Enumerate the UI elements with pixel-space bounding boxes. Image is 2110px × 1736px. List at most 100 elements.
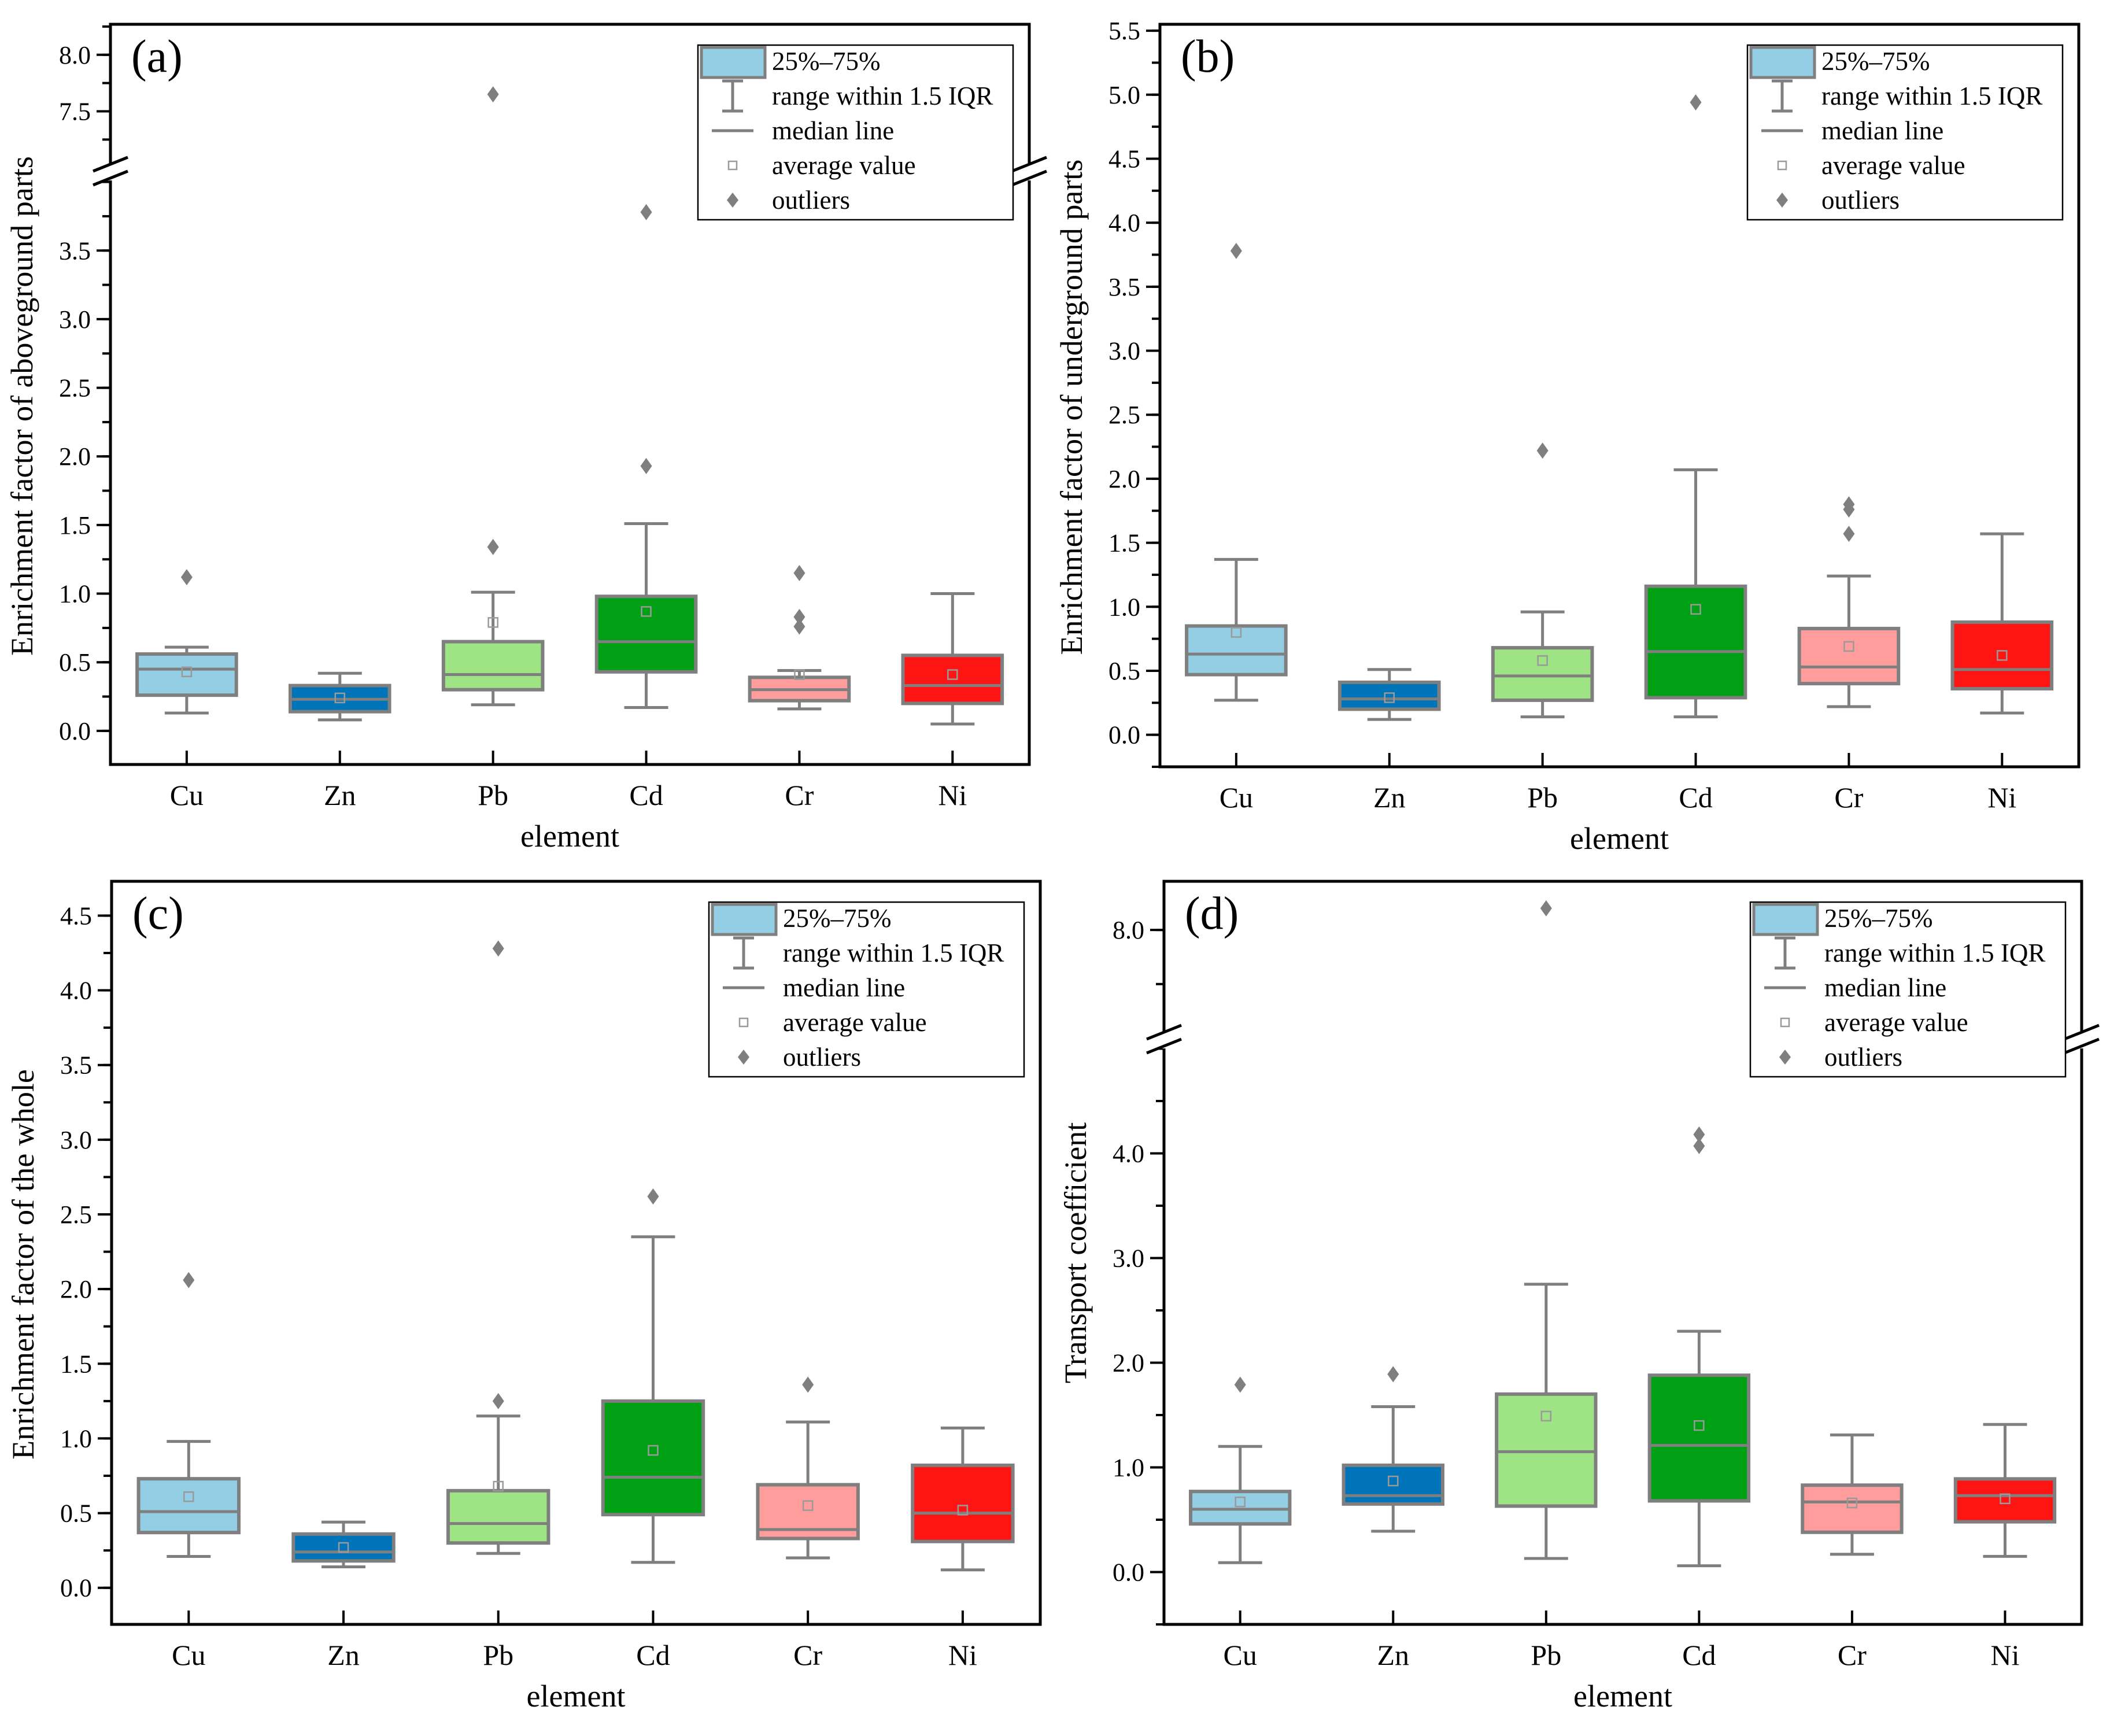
plot-frame [1162,880,2083,1626]
x-tick-label: Cd [1682,1639,1716,1671]
outlier-point [1690,94,1702,111]
mean-marker [183,1491,194,1502]
plot-frame [109,23,1031,766]
iqr-box [911,1463,1015,1543]
iqr-box [594,594,698,674]
x-tick-label: Pb [1527,781,1558,814]
y-tick-label: 2.5 [59,374,91,402]
axis-break-mark [2064,1024,2100,1041]
iqr-box [1189,1490,1292,1526]
outlier-point [1536,442,1549,459]
outlier-point [1540,900,1552,917]
axis-break-mark [93,156,128,173]
y-tick-label: 3.0 [1113,1244,1144,1272]
mean-marker [334,692,346,704]
iqr-box [446,1488,550,1545]
outlier-point [1693,1137,1705,1154]
axis-break-mark [2064,1037,2100,1055]
y-tick-label: 0.5 [60,1499,92,1528]
iqr-box [1797,626,1901,686]
y-axis-title: Enrichment factor of underground parts [1054,160,1089,655]
y-tick-label: 0.0 [1113,1558,1144,1586]
legend-mean-icon [1780,1017,1790,1028]
x-tick-label: Ni [1987,781,2016,814]
legend-label: median line [1824,973,1946,1002]
x-axis-title: element [1573,1679,1672,1713]
outlier-point [647,1188,659,1205]
panel-b: 0.0 0.5 1.0 1.5 2.0 2.5 3.0 3.5 4.0 4.5 5.0 5.5 Cu Zn… [1054,17,2081,856]
x-tick-label: Cd [636,1639,670,1671]
box-Cu [136,1272,241,1558]
box-Cu [1185,242,1288,702]
y-tick-label: 2.0 [1113,1349,1144,1377]
x-tick-label: Ni [938,779,967,811]
mean-marker [1540,1410,1552,1422]
box-Pb [1491,442,1594,719]
plot-frame [1158,23,2081,769]
x-axis-title: element [527,1679,626,1713]
x-tick-label: Cu [1220,781,1253,814]
legend-label: outliers [1821,186,1900,215]
panel-c: 0.0 0.5 1.0 1.5 2.0 2.5 3.0 3.5 4.0 4.5 Cu Zn Pb Cd Cr… [6,880,1042,1713]
iqr-box [601,1399,705,1517]
y-tick-label: 8.0 [1113,916,1144,944]
box-Cd [601,1188,705,1564]
y-tick-label: 7.5 [59,97,91,125]
axis-break-mark [93,169,128,187]
iqr-box [1801,1483,1904,1534]
legend-label: median line [772,116,894,145]
y-tick-label: 1.5 [60,1350,92,1378]
y-tick-label: 5.0 [1108,81,1140,109]
iqr-box [1495,1392,1598,1508]
y-tick-label: 0.0 [59,717,91,745]
x-tick-label: Pb [483,1639,513,1671]
outlier-point [640,457,652,474]
x-tick-label: Zn [327,1639,360,1671]
x-tick-label: Zn [1377,1639,1410,1671]
legend-label: outliers [772,186,850,215]
mean-marker [1843,641,1854,652]
mean-marker [648,1445,659,1456]
y-tick-label: 1.0 [1108,593,1140,621]
box-Cr [1801,1433,1904,1556]
box-Zn [288,671,391,722]
legend-outlier-icon [1776,193,1788,208]
x-tick-label: Zn [324,779,356,811]
outlier-point [1693,1126,1705,1143]
outlier-point [180,569,193,586]
legend-label: median line [783,973,905,1002]
y-tick-label: 8.0 [59,41,91,69]
box-Pb [441,86,545,707]
mean-marker [493,1480,504,1492]
outlier-point [1234,1376,1246,1393]
x-tick-label: Cd [629,779,663,811]
legend-label: average value [772,151,916,180]
y-tick-label: 3.5 [1108,273,1140,301]
panel-d: 0.0 1.0 2.0 3.0 4.0 8.0 Cu Zn Pb Cd Cr Ni element Tra… [1058,880,2100,1713]
outlier-point [793,608,805,625]
legend-box-swatch [700,46,767,79]
outlier-point [487,538,499,555]
iqr-box [441,640,545,692]
outlier-point [802,1376,814,1393]
legend: 25%–75% range within 1.5 IQR median line av… [708,901,1025,1078]
box-Pb [1495,900,1598,1560]
y-axis-title: Enrichment factor of aboveground parts [5,156,39,656]
panel-label: (a) [131,31,183,82]
legend-mean-icon [738,1017,749,1028]
outlier-point [793,564,805,581]
legend-box-swatch [1749,46,1816,79]
y-tick-label: 4.5 [1108,145,1140,173]
mean-marker [487,617,498,628]
outlier-point [1843,526,1855,542]
iqr-box [1337,680,1441,711]
legend-label: average value [783,1008,927,1037]
y-tick-label: 2.0 [60,1275,92,1303]
mean-marker [802,1500,814,1511]
legend-label: median line [1821,116,1943,145]
y-tick-label: 4.0 [60,977,92,1005]
x-axis-title: element [520,819,619,854]
legend: 25%–75% range within 1.5 IQR median line av… [1749,901,2067,1078]
mean-marker [947,669,958,680]
